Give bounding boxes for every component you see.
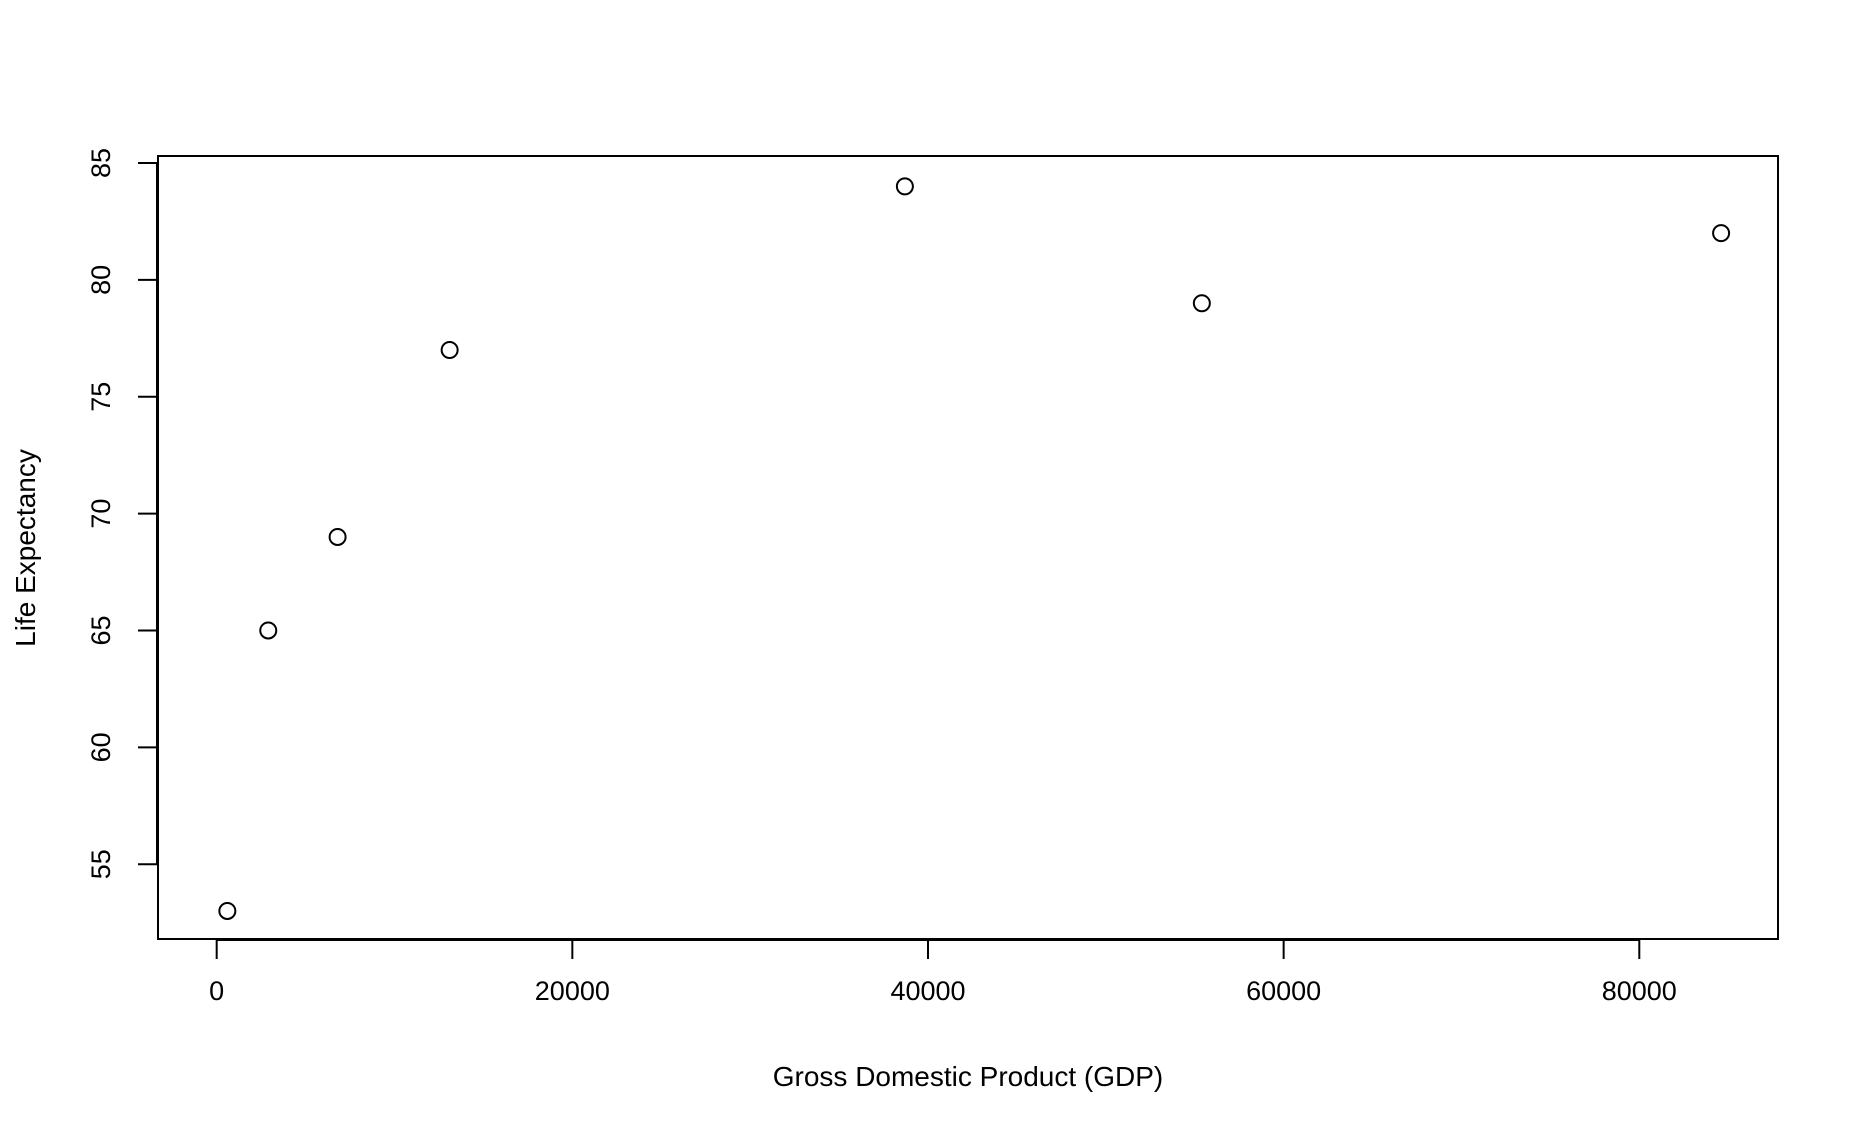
data-point <box>1712 224 1731 243</box>
y-tick-label: 60 <box>86 732 116 762</box>
y-tick-label: 75 <box>86 382 116 412</box>
data-point <box>895 177 914 196</box>
x-tick-label: 40000 <box>890 976 965 1006</box>
data-point <box>259 621 278 640</box>
data-point <box>218 901 237 920</box>
plot-frame <box>157 155 1779 940</box>
y-tick-label: 55 <box>86 849 116 879</box>
x-tick-label: 20000 <box>535 976 610 1006</box>
x-axis-title: Gross Domestic Product (GDP) <box>773 1061 1164 1092</box>
x-tick-label: 80000 <box>1602 976 1677 1006</box>
data-point <box>1192 294 1211 313</box>
y-tick-label: 80 <box>86 265 116 295</box>
y-tick-label: 85 <box>86 148 116 178</box>
x-axis: 0 20000 40000 60000 80000 <box>209 939 1677 1006</box>
y-tick-label: 65 <box>86 615 116 645</box>
y-axis-title: Life Expectancy <box>10 449 41 647</box>
x-tick-label: 60000 <box>1246 976 1321 1006</box>
x-tick-label: 0 <box>209 976 224 1006</box>
data-point <box>328 527 347 546</box>
y-tick-label: 70 <box>86 499 116 529</box>
y-axis: 55 60 65 70 75 80 85 <box>86 148 158 879</box>
data-points <box>218 177 1731 920</box>
data-point <box>440 340 459 359</box>
